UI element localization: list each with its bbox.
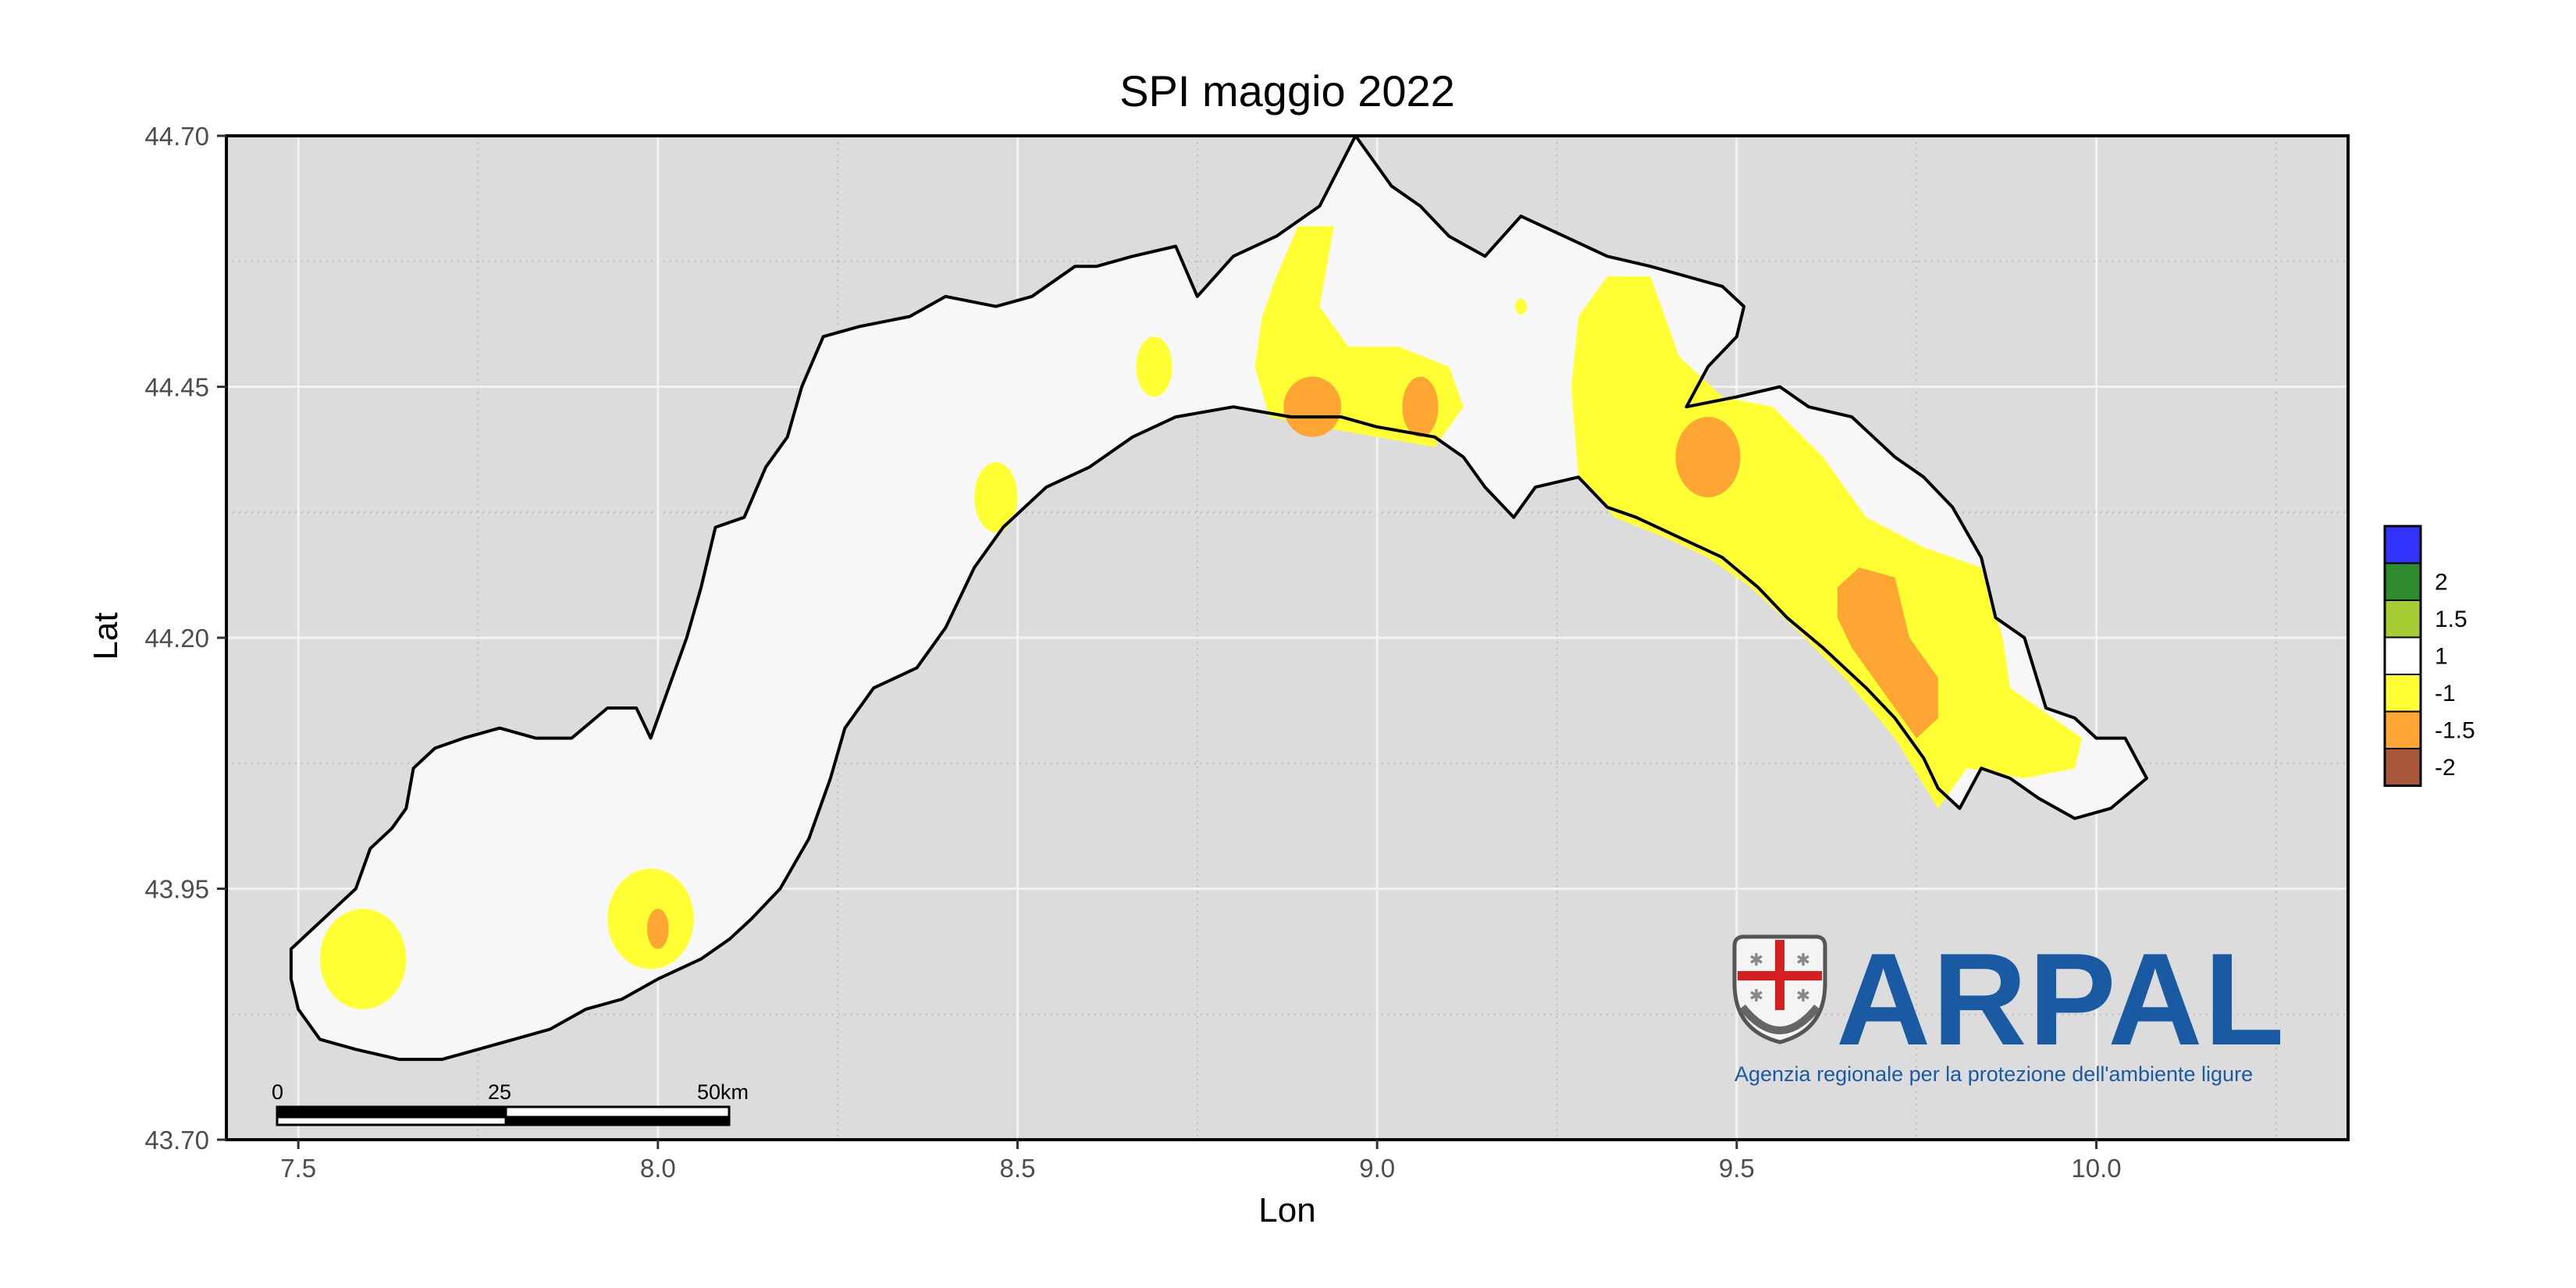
- spi-area--1.5: [646, 909, 669, 949]
- x-tick-label: 8.5: [1000, 1154, 1036, 1183]
- legend-frame: [2383, 525, 2422, 787]
- liguria-border: [289, 136, 2148, 1062]
- legend-label: 1: [2435, 643, 2448, 669]
- y-axis: 43.70 43.95 44.20 44.45 44.70: [144, 122, 226, 1155]
- legend-swatch: [2384, 600, 2421, 639]
- liguria-shield-icon: ✱ ✱ ✱ ✱: [1732, 934, 1827, 1044]
- svg-text:✱: ✱: [1796, 986, 1810, 1005]
- logo-subtitle: Agenzia regionale per la protezione dell…: [1735, 1062, 2253, 1086]
- y-tick-label: 44.70: [144, 122, 209, 151]
- scale-bar-segment-2: [504, 1105, 731, 1119]
- scale-label-0: 0: [272, 1080, 283, 1104]
- legend-swatch: [2384, 525, 2421, 564]
- y-tick-label: 43.70: [144, 1126, 209, 1155]
- y-tick-label: 44.20: [144, 624, 209, 653]
- svg-text:✱: ✱: [1796, 950, 1810, 970]
- spi-area--1.5: [1283, 376, 1342, 437]
- legend-label: 2: [2435, 569, 2448, 595]
- svg-text:✱: ✱: [1749, 986, 1763, 1005]
- legend-label: -1: [2435, 681, 2456, 706]
- legend-swatch: [2384, 710, 2421, 749]
- scale-bar-segment-1: [276, 1105, 507, 1119]
- x-tick-label: 7.5: [280, 1154, 316, 1183]
- x-tick-label: 10.0: [2071, 1154, 2121, 1183]
- spi-area--1: [319, 909, 407, 1009]
- y-axis-label: Lat: [87, 612, 125, 660]
- legend-swatch: [2384, 748, 2421, 787]
- legend-label: -2: [2435, 755, 2456, 781]
- scale-label-25: 25: [488, 1080, 511, 1104]
- svg-text:✱: ✱: [1749, 950, 1763, 970]
- y-tick-label: 43.95: [144, 875, 209, 904]
- scale-label-50km: 50km: [697, 1080, 749, 1104]
- spi-area--1.5: [1402, 376, 1439, 437]
- x-axis-label: Lon: [1258, 1191, 1315, 1229]
- map-panel: [225, 134, 2350, 1141]
- spi-legend: 2 1.5 1 -1 -1.5 -2: [2383, 525, 2475, 787]
- legend-label: -1.5: [2435, 717, 2475, 743]
- scale-bar-segment-3: [276, 1115, 507, 1126]
- spi-area--1.5: [1675, 417, 1741, 497]
- legend-swatch: [2384, 674, 2421, 713]
- x-tick-label: 9.5: [1719, 1154, 1755, 1183]
- y-tick-label: 44.45: [144, 373, 209, 402]
- logo-wordmark: ARPAL: [1836, 926, 2286, 1073]
- spi-area--1: [1571, 276, 2083, 809]
- legend-swatch: [2384, 562, 2421, 601]
- spi-area--1: [1515, 298, 1527, 315]
- spi-area--1: [1136, 336, 1172, 397]
- scale-bar: 0 25 50km: [272, 1080, 749, 1126]
- spi-area--1: [974, 461, 1018, 532]
- legend-label: 1.5: [2435, 607, 2467, 632]
- spi-area--1.5: [1837, 568, 1938, 738]
- x-tick-label: 8.0: [640, 1154, 676, 1183]
- arpal-logo: ✱ ✱ ✱ ✱ ARPAL Agenzia regionale per la p…: [1732, 926, 2286, 1086]
- scale-bar-segment-4: [504, 1115, 731, 1126]
- x-axis: 7.5 8.0 8.5 9.0 9.5 10.0: [280, 1140, 2122, 1183]
- legend-swatch: [2384, 636, 2421, 675]
- spi-areas: [319, 226, 2083, 1009]
- map-title: SPI maggio 2022: [1119, 66, 1455, 116]
- x-tick-label: 9.0: [1359, 1154, 1395, 1183]
